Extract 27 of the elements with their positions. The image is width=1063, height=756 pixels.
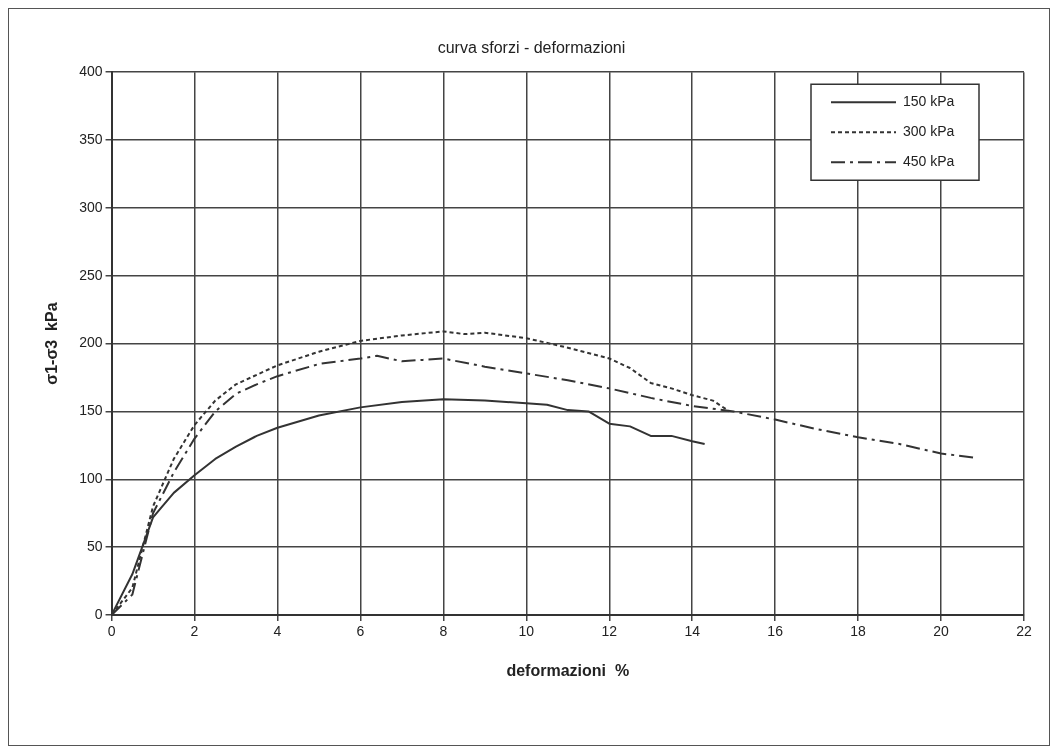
x-tick-label: 22: [1016, 623, 1032, 640]
x-tick-label: 8: [439, 623, 448, 640]
x-tick-label: 16: [767, 623, 784, 640]
y-axis-title: σ1-σ3 kPa: [43, 302, 61, 385]
legend-label: 150 kPa: [903, 93, 955, 110]
y-tick-label: 100: [79, 470, 103, 487]
y-tick-label: 200: [79, 334, 103, 351]
x-tick-label: 10: [518, 623, 535, 640]
x-tick-label: 18: [850, 623, 867, 640]
legend-label: 300 kPa: [903, 123, 955, 140]
x-tick-label: 20: [933, 623, 950, 640]
x-axis-title: deformazioni %: [506, 661, 630, 679]
y-tick-label: 350: [79, 130, 103, 147]
y-tick-label: 50: [86, 538, 103, 555]
x-tick-label: 12: [601, 623, 618, 640]
y-tick-label: 300: [79, 198, 103, 215]
y-tick-label: 400: [79, 63, 103, 80]
x-tick-label: 4: [273, 623, 282, 640]
chart-title: curva sforzi - deformazioni: [437, 39, 626, 57]
y-tick-label: 250: [79, 266, 103, 283]
y-tick-label: 150: [79, 402, 103, 419]
y-tick-label: 0: [94, 605, 103, 622]
x-tick-label: 2: [190, 623, 199, 640]
x-tick-label: 0: [107, 623, 116, 640]
legend-label: 450 kPa: [903, 153, 955, 170]
x-tick-label: 6: [356, 623, 365, 640]
x-tick-label: 14: [684, 623, 701, 640]
